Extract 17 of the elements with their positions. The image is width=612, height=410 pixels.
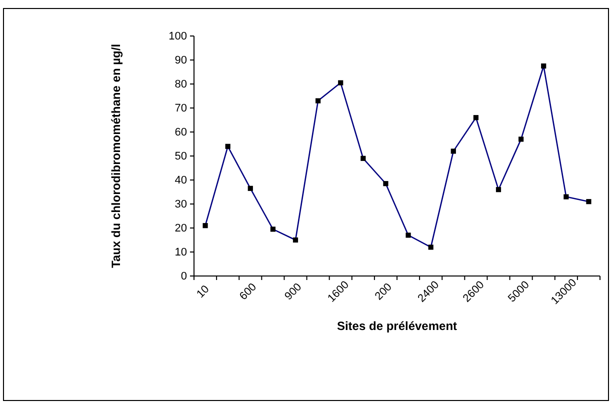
y-tick-label: 0 (180, 270, 187, 283)
y-axis-title: Taux du chlorodibromométhane en µg/l (109, 44, 123, 268)
y-tick-label: 40 (174, 174, 187, 187)
y-tick-label: 30 (174, 198, 187, 211)
y-tick-label: 70 (174, 102, 187, 115)
x-tick-label: 10 (194, 283, 212, 300)
y-tick-label: 10 (174, 246, 187, 259)
x-tick-label: 200 (372, 281, 394, 303)
x-tick-label: 600 (238, 281, 259, 303)
y-tick-label: 60 (174, 126, 187, 139)
y-tick-label: 100 (168, 30, 187, 43)
y-tick-label: 20 (174, 222, 187, 235)
x-tick-label: 900 (282, 281, 304, 303)
x-axis-title: Sites de prélévement (336, 319, 458, 333)
y-tick-label: 90 (174, 54, 187, 67)
y-tick-label: 50 (174, 150, 187, 163)
y-tick-label: 80 (174, 78, 187, 91)
